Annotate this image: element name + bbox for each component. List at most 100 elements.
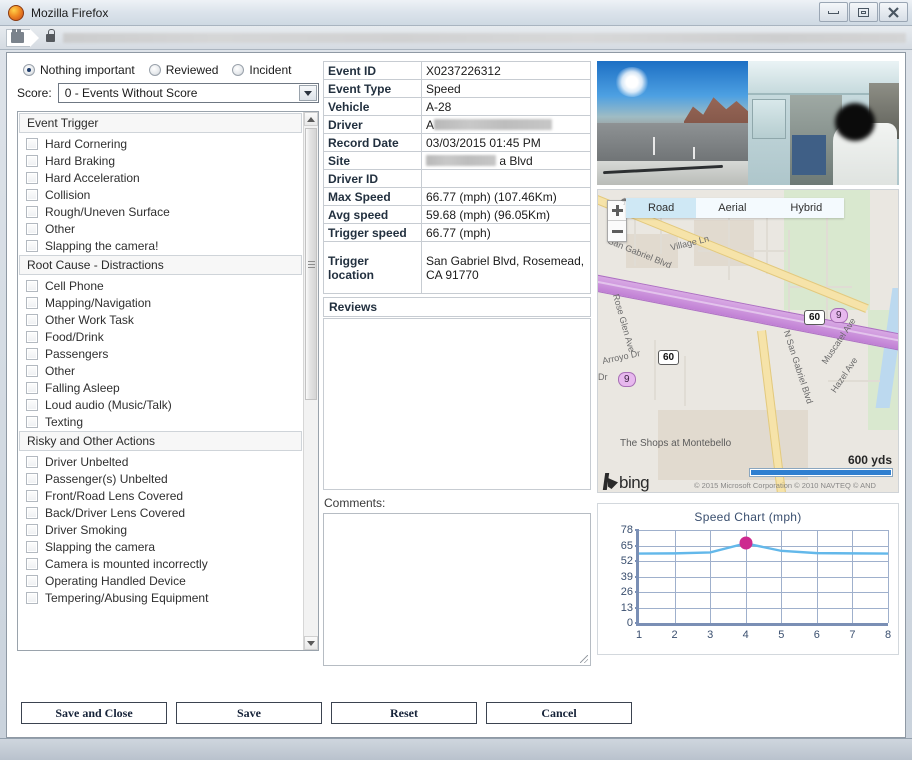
checklist-item[interactable]: Rough/Uneven Surface (18, 203, 303, 220)
minimize-button[interactable] (819, 2, 848, 22)
checkbox[interactable] (26, 455, 38, 468)
checklist-item[interactable]: Driver Smoking (18, 521, 303, 538)
chart-title: Speed Chart (mph) (694, 510, 802, 524)
cancel-button[interactable]: Cancel (486, 702, 632, 724)
comments-textarea[interactable] (323, 513, 591, 666)
checkbox[interactable] (26, 222, 38, 235)
checkbox[interactable] (26, 171, 38, 184)
checklist-scrollbar[interactable] (303, 112, 318, 650)
radio-nothing-important[interactable]: Nothing important (23, 63, 135, 77)
checklist-item[interactable]: Tempering/Abusing Equipment (18, 589, 303, 606)
scroll-up-button[interactable] (304, 112, 318, 126)
save-button[interactable]: Save (176, 702, 322, 724)
checkbox[interactable] (26, 279, 38, 292)
chart-y-tick-label: 52 (620, 555, 633, 567)
tab-road[interactable]: Road (626, 198, 697, 218)
checkbox[interactable] (26, 523, 38, 536)
site-identity-button[interactable] (6, 28, 39, 47)
event-trigger-listbox[interactable]: Event Trigger Hard Cornering Hard Braking H… (17, 111, 319, 651)
road-camera-still[interactable] (597, 61, 748, 185)
maximize-button[interactable] (849, 2, 878, 22)
comments-label: Comments: (324, 496, 386, 510)
checkbox[interactable] (26, 540, 38, 553)
resize-handle-icon[interactable] (580, 655, 588, 663)
checkbox[interactable] (26, 188, 38, 201)
checklist-item[interactable]: Collision (18, 186, 303, 203)
checkbox[interactable] (26, 472, 38, 485)
map-street (684, 356, 686, 406)
checklist-item[interactable]: Operating Handled Device (18, 572, 303, 589)
scroll-down-button[interactable] (304, 636, 318, 650)
checklist-item[interactable]: Cell Phone (18, 277, 303, 294)
checkbox[interactable] (26, 381, 38, 394)
checkbox[interactable] (26, 154, 38, 167)
checklist-item[interactable]: Hard Cornering (18, 135, 303, 152)
checkbox[interactable] (26, 313, 38, 326)
checkbox[interactable] (26, 415, 38, 428)
checkbox[interactable] (26, 574, 38, 587)
checklist-item-label: Other (45, 221, 76, 236)
chart-x-tick-label: 7 (849, 629, 856, 641)
checklist-item[interactable]: Passenger(s) Unbelted (18, 470, 303, 487)
checklist-item[interactable]: Hard Acceleration (18, 169, 303, 186)
reviews-list[interactable] (323, 318, 591, 490)
save-and-close-button[interactable]: Save and Close (21, 702, 167, 724)
tab-hybrid[interactable]: Hybrid (790, 202, 823, 214)
pegman-icon[interactable]: ☂ (620, 197, 629, 208)
checklist-item[interactable]: Loud audio (Music/Talk) (18, 396, 303, 413)
radio-incident[interactable]: Incident (232, 63, 291, 77)
driver-camera-still[interactable] (748, 61, 899, 185)
checkbox[interactable] (26, 347, 38, 360)
map-label-rose-glen-ave: Rose Glen Ave (610, 292, 637, 354)
reset-button[interactable]: Reset (331, 702, 477, 724)
checklist-item[interactable]: Back/Driver Lens Covered (18, 504, 303, 521)
detail-key: Site (323, 151, 422, 170)
checklist-item-label: Falling Asleep (45, 380, 120, 395)
checkbox[interactable] (26, 239, 38, 252)
checklist-item[interactable]: Texting (18, 413, 303, 430)
radio-reviewed[interactable]: Reviewed (148, 63, 218, 77)
score-row: Score: 0 - Events Without Score (17, 83, 319, 111)
checklist-item[interactable]: Front/Road Lens Covered (18, 487, 303, 504)
checkbox[interactable] (26, 296, 38, 309)
table-row: Avg speed 59.68 (mph) (96.05Km) (323, 205, 591, 224)
bing-map[interactable]: Village Ln San Gabriel Blvd Rose Glen Av… (597, 189, 899, 493)
checklist-item[interactable]: Other (18, 220, 303, 237)
zoom-in-button[interactable] (608, 201, 626, 221)
checklist-item[interactable]: Hard Braking (18, 152, 303, 169)
checklist-item[interactable]: Falling Asleep (18, 379, 303, 396)
chart-y-tick-label: 0 (626, 617, 633, 629)
checkbox[interactable] (26, 330, 38, 343)
close-button[interactable] (879, 2, 908, 22)
checklist-item[interactable]: Passengers (18, 345, 303, 362)
chart-gridline (639, 561, 888, 562)
checklist-item[interactable]: Camera is mounted incorrectly (18, 555, 303, 572)
chart-y-tick (635, 575, 639, 578)
checkbox[interactable] (26, 591, 38, 604)
checkbox[interactable] (26, 506, 38, 519)
checkbox[interactable] (26, 398, 38, 411)
tab-aerial[interactable]: Aerial (718, 202, 747, 214)
checkbox[interactable] (26, 205, 38, 218)
map-zoom-control[interactable]: ☂ (607, 197, 629, 242)
address-bar-input[interactable] (63, 32, 906, 43)
scrollbar-thumb[interactable] (305, 128, 317, 400)
checkbox[interactable] (26, 137, 38, 150)
checklist-item[interactable]: Mapping/Navigation (18, 294, 303, 311)
checklist-item[interactable]: Food/Drink (18, 328, 303, 345)
checklist-item[interactable]: Other (18, 362, 303, 379)
bing-logo[interactable]: bing (604, 473, 650, 491)
zoom-out-button[interactable] (608, 221, 626, 241)
checklist-item-label: Rough/Uneven Surface (45, 204, 170, 219)
checklist-item[interactable]: Other Work Task (18, 311, 303, 328)
checkbox[interactable] (26, 364, 38, 377)
sun-glare (615, 67, 649, 97)
taskbar (0, 738, 912, 760)
checklist-item[interactable]: Slapping the camera (18, 538, 303, 555)
checklist-item[interactable]: Driver Unbelted (18, 453, 303, 470)
checkbox[interactable] (26, 489, 38, 502)
score-select[interactable]: 0 - Events Without Score (57, 83, 319, 103)
chevron-down-icon[interactable] (299, 85, 317, 101)
checkbox[interactable] (26, 557, 38, 570)
checklist-item[interactable]: Slapping the camera! (18, 237, 303, 254)
